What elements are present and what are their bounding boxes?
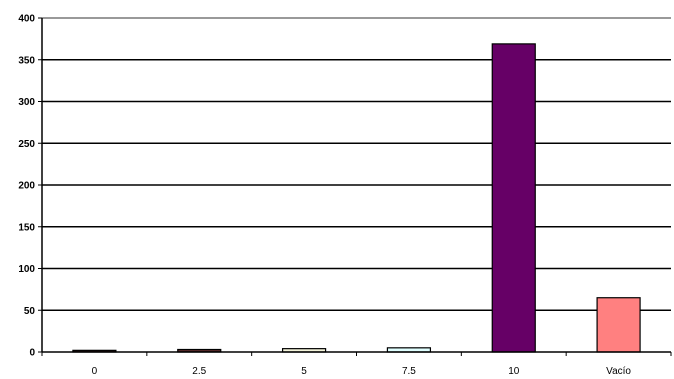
y-tick-label: 200 [18,181,35,192]
y-tick-label: 300 [18,97,35,108]
y-tick-label: 150 [18,222,35,233]
y-tick-label: 50 [24,306,36,317]
x-tick-label: 10 [508,366,520,377]
y-tick-label: 350 [18,55,35,66]
y-tick-label: 0 [29,348,35,359]
x-tick-label: Vacío [606,366,631,377]
bar-10 [491,43,536,353]
y-tick-label: 400 [18,14,35,25]
bars [72,43,641,353]
x-tick-label: 0 [92,366,98,377]
x-tick-label: 7.5 [402,366,416,377]
y-axis-ticks: 0 50 100 150 200 250 300 350 400 [18,14,42,359]
bar-Vacío [596,297,641,353]
x-tick-label: 5 [301,366,307,377]
x-axis-ticks: 0 2.5 5 7.5 10 Vacío [41,352,672,377]
y-tick-label: 250 [18,139,35,150]
x-tick-label: 2.5 [192,366,206,377]
y-tick-label: 100 [18,264,35,275]
grid-lines [42,17,671,311]
